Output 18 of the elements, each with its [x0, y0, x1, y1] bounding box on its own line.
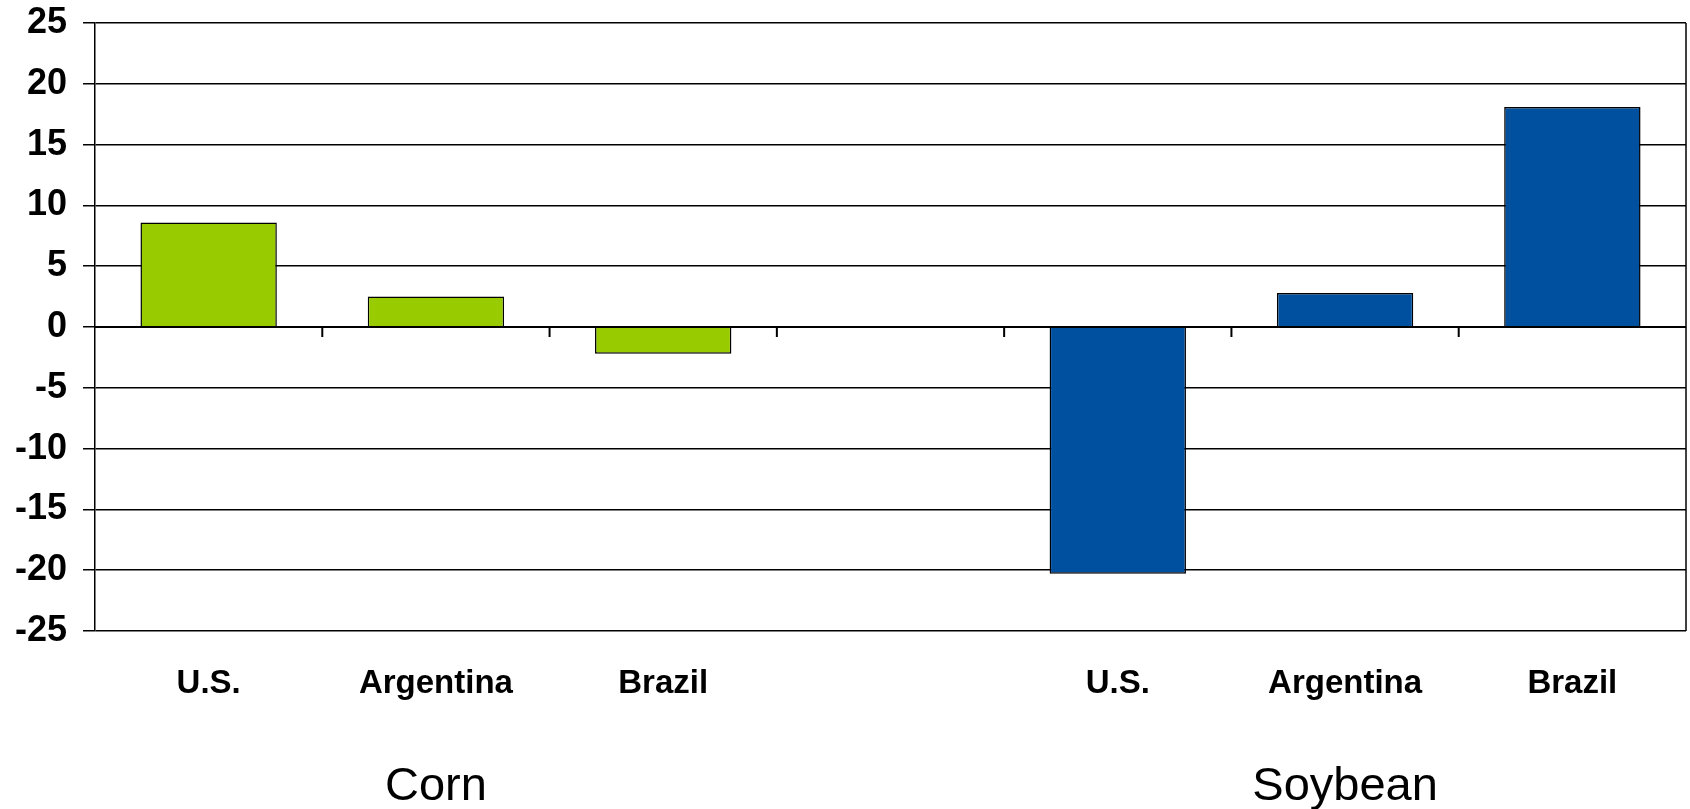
x-tick-label: Argentina [1268, 662, 1423, 700]
y-tick-label: -10 [14, 425, 67, 467]
y-tick-label: -5 [34, 364, 67, 406]
text: Corn [384, 756, 487, 809]
y-tick-label: -25 [14, 607, 67, 649]
y-tick-label: -20 [14, 547, 67, 589]
x-tick-label: U.S. [1085, 662, 1150, 700]
x-tick-label: Brazil [1527, 662, 1618, 700]
x-tick-label: Brazil [618, 662, 709, 700]
y-tick-label: 0 [46, 303, 67, 345]
y-tick-label: 5 [46, 243, 67, 285]
x-tick-label: U.S. [176, 662, 241, 700]
y-tick-label: -15 [14, 486, 67, 528]
y-tick-label: 10 [26, 182, 67, 224]
y-tick-label: 15 [26, 121, 67, 163]
x-tick-label: Argentina [358, 662, 514, 700]
y-tick-label: 25 [26, 0, 67, 41]
y-tick-label: 20 [26, 60, 67, 102]
